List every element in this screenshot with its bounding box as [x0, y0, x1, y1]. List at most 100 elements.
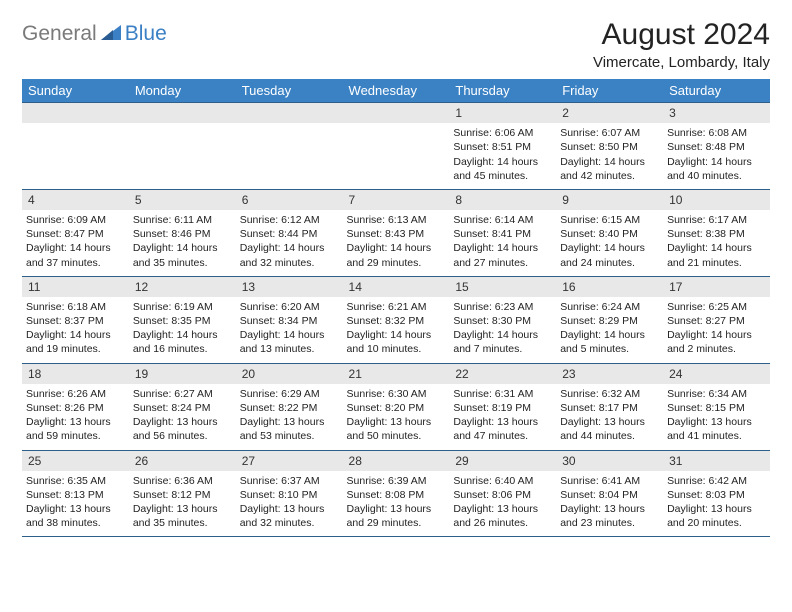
day-body: Sunrise: 6:36 AMSunset: 8:12 PMDaylight:… [129, 471, 236, 537]
day-number: 16 [556, 277, 663, 297]
day-body: Sunrise: 6:18 AMSunset: 8:37 PMDaylight:… [22, 297, 129, 363]
daylight-line: Daylight: 14 hours and 10 minutes. [347, 328, 446, 356]
weekday-header: Tuesday [236, 79, 343, 103]
daylight-line: Daylight: 13 hours and 38 minutes. [26, 502, 125, 530]
day-number: 6 [236, 190, 343, 210]
day-number: 7 [343, 190, 450, 210]
calendar-week-row: 25Sunrise: 6:35 AMSunset: 8:13 PMDayligh… [22, 450, 770, 537]
daylight-line: Daylight: 14 hours and 37 minutes. [26, 241, 125, 269]
sunset-line: Sunset: 8:32 PM [347, 314, 446, 328]
day-body: Sunrise: 6:27 AMSunset: 8:24 PMDaylight:… [129, 384, 236, 450]
sunrise-line: Sunrise: 6:12 AM [240, 213, 339, 227]
logo-text-1: General [22, 22, 97, 46]
calendar-day-cell: 10Sunrise: 6:17 AMSunset: 8:38 PMDayligh… [663, 189, 770, 276]
daylight-line: Daylight: 14 hours and 7 minutes. [453, 328, 552, 356]
day-body: Sunrise: 6:12 AMSunset: 8:44 PMDaylight:… [236, 210, 343, 276]
calendar-day-cell: 11Sunrise: 6:18 AMSunset: 8:37 PMDayligh… [22, 276, 129, 363]
sunset-line: Sunset: 8:20 PM [347, 401, 446, 415]
weekday-header: Saturday [663, 79, 770, 103]
calendar-day-cell: 15Sunrise: 6:23 AMSunset: 8:30 PMDayligh… [449, 276, 556, 363]
day-body: Sunrise: 6:41 AMSunset: 8:04 PMDaylight:… [556, 471, 663, 537]
calendar-day-cell: 4Sunrise: 6:09 AMSunset: 8:47 PMDaylight… [22, 189, 129, 276]
day-body: Sunrise: 6:23 AMSunset: 8:30 PMDaylight:… [449, 297, 556, 363]
sunset-line: Sunset: 8:47 PM [26, 227, 125, 241]
day-body: Sunrise: 6:24 AMSunset: 8:29 PMDaylight:… [556, 297, 663, 363]
daylight-line: Daylight: 13 hours and 23 minutes. [560, 502, 659, 530]
daylight-line: Daylight: 14 hours and 29 minutes. [347, 241, 446, 269]
calendar-day-cell: 13Sunrise: 6:20 AMSunset: 8:34 PMDayligh… [236, 276, 343, 363]
day-number: 29 [449, 451, 556, 471]
daylight-line: Daylight: 14 hours and 45 minutes. [453, 155, 552, 183]
daylight-line: Daylight: 14 hours and 35 minutes. [133, 241, 232, 269]
calendar-day-cell: 22Sunrise: 6:31 AMSunset: 8:19 PMDayligh… [449, 363, 556, 450]
calendar-day-cell: 16Sunrise: 6:24 AMSunset: 8:29 PMDayligh… [556, 276, 663, 363]
day-body: Sunrise: 6:30 AMSunset: 8:20 PMDaylight:… [343, 384, 450, 450]
sunset-line: Sunset: 8:13 PM [26, 488, 125, 502]
sunset-line: Sunset: 8:08 PM [347, 488, 446, 502]
sunset-line: Sunset: 8:40 PM [560, 227, 659, 241]
day-body: Sunrise: 6:40 AMSunset: 8:06 PMDaylight:… [449, 471, 556, 537]
sunrise-line: Sunrise: 6:36 AM [133, 474, 232, 488]
calendar-day-cell [22, 103, 129, 190]
sunrise-line: Sunrise: 6:25 AM [667, 300, 766, 314]
page-title: August 2024 [593, 18, 770, 52]
sunrise-line: Sunrise: 6:14 AM [453, 213, 552, 227]
sunset-line: Sunset: 8:19 PM [453, 401, 552, 415]
day-body: Sunrise: 6:31 AMSunset: 8:19 PMDaylight:… [449, 384, 556, 450]
calendar-day-cell: 27Sunrise: 6:37 AMSunset: 8:10 PMDayligh… [236, 450, 343, 537]
sunrise-line: Sunrise: 6:18 AM [26, 300, 125, 314]
day-body: Sunrise: 6:11 AMSunset: 8:46 PMDaylight:… [129, 210, 236, 276]
day-body [129, 123, 236, 132]
sunset-line: Sunset: 8:35 PM [133, 314, 232, 328]
sunset-line: Sunset: 8:44 PM [240, 227, 339, 241]
calendar-day-cell: 14Sunrise: 6:21 AMSunset: 8:32 PMDayligh… [343, 276, 450, 363]
sunset-line: Sunset: 8:04 PM [560, 488, 659, 502]
sunrise-line: Sunrise: 6:17 AM [667, 213, 766, 227]
triangle-icon [101, 24, 121, 45]
daylight-line: Daylight: 14 hours and 27 minutes. [453, 241, 552, 269]
day-number: 3 [663, 103, 770, 123]
weekday-header: Wednesday [343, 79, 450, 103]
sunset-line: Sunset: 8:03 PM [667, 488, 766, 502]
daylight-line: Daylight: 13 hours and 35 minutes. [133, 502, 232, 530]
calendar-week-row: 1Sunrise: 6:06 AMSunset: 8:51 PMDaylight… [22, 103, 770, 190]
day-body: Sunrise: 6:25 AMSunset: 8:27 PMDaylight:… [663, 297, 770, 363]
calendar-day-cell: 24Sunrise: 6:34 AMSunset: 8:15 PMDayligh… [663, 363, 770, 450]
sunrise-line: Sunrise: 6:34 AM [667, 387, 766, 401]
day-number: 17 [663, 277, 770, 297]
sunrise-line: Sunrise: 6:23 AM [453, 300, 552, 314]
sunset-line: Sunset: 8:29 PM [560, 314, 659, 328]
calendar-day-cell: 18Sunrise: 6:26 AMSunset: 8:26 PMDayligh… [22, 363, 129, 450]
day-number: 20 [236, 364, 343, 384]
sunrise-line: Sunrise: 6:31 AM [453, 387, 552, 401]
calendar-day-cell: 6Sunrise: 6:12 AMSunset: 8:44 PMDaylight… [236, 189, 343, 276]
day-number: 15 [449, 277, 556, 297]
day-number: 8 [449, 190, 556, 210]
sunset-line: Sunset: 8:43 PM [347, 227, 446, 241]
sunset-line: Sunset: 8:24 PM [133, 401, 232, 415]
sunrise-line: Sunrise: 6:39 AM [347, 474, 446, 488]
location-subtitle: Vimercate, Lombardy, Italy [593, 54, 770, 71]
calendar-day-cell: 3Sunrise: 6:08 AMSunset: 8:48 PMDaylight… [663, 103, 770, 190]
day-number: 23 [556, 364, 663, 384]
calendar-day-cell: 2Sunrise: 6:07 AMSunset: 8:50 PMDaylight… [556, 103, 663, 190]
daylight-line: Daylight: 13 hours and 32 minutes. [240, 502, 339, 530]
daylight-line: Daylight: 14 hours and 42 minutes. [560, 155, 659, 183]
day-body: Sunrise: 6:26 AMSunset: 8:26 PMDaylight:… [22, 384, 129, 450]
weekday-header: Monday [129, 79, 236, 103]
day-body: Sunrise: 6:17 AMSunset: 8:38 PMDaylight:… [663, 210, 770, 276]
weekday-header: Sunday [22, 79, 129, 103]
day-number: 21 [343, 364, 450, 384]
calendar-day-cell [236, 103, 343, 190]
day-number [236, 103, 343, 123]
sunrise-line: Sunrise: 6:42 AM [667, 474, 766, 488]
daylight-line: Daylight: 13 hours and 44 minutes. [560, 415, 659, 443]
sunset-line: Sunset: 8:12 PM [133, 488, 232, 502]
calendar-week-row: 11Sunrise: 6:18 AMSunset: 8:37 PMDayligh… [22, 276, 770, 363]
day-body: Sunrise: 6:09 AMSunset: 8:47 PMDaylight:… [22, 210, 129, 276]
calendar-week-row: 4Sunrise: 6:09 AMSunset: 8:47 PMDaylight… [22, 189, 770, 276]
day-number: 4 [22, 190, 129, 210]
day-body: Sunrise: 6:15 AMSunset: 8:40 PMDaylight:… [556, 210, 663, 276]
calendar-table: SundayMondayTuesdayWednesdayThursdayFrid… [22, 79, 770, 537]
day-body: Sunrise: 6:14 AMSunset: 8:41 PMDaylight:… [449, 210, 556, 276]
